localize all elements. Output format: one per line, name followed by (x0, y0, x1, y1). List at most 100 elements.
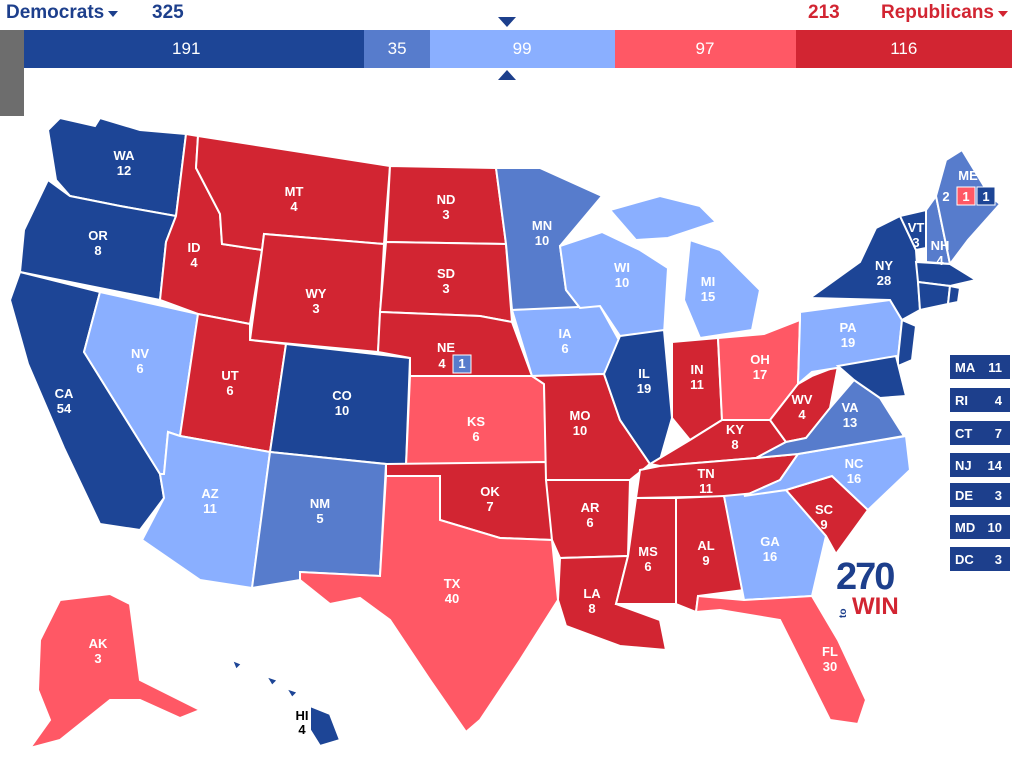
small-state-ev: 14 (987, 457, 1002, 473)
label-hi: HI (296, 708, 309, 723)
republicans-dropdown[interactable]: Republicans (881, 2, 1008, 24)
ev-nc: 16 (847, 471, 861, 486)
logo-to: to (838, 608, 849, 618)
ev-ny: 28 (877, 273, 891, 288)
side-handle[interactable] (0, 30, 24, 116)
label-nh: NH (931, 238, 950, 253)
label-or: OR (88, 228, 108, 243)
label-al: AL (697, 538, 714, 553)
ev-hi: 4 (298, 722, 306, 737)
label-oh: OH (750, 352, 770, 367)
bar-segment-safe-dem[interactable]: 191 (8, 30, 365, 68)
logo-number: 270 (836, 556, 895, 598)
label-la: LA (583, 586, 601, 601)
ne-district-box[interactable] (452, 354, 472, 374)
label-ak: AK (89, 636, 108, 651)
state-nj[interactable] (897, 318, 918, 368)
small-state-ri[interactable]: RI 4 (949, 387, 1011, 413)
label-ks: KS (467, 414, 485, 429)
label-pa: PA (839, 320, 857, 335)
small-state-ev: 4 (994, 392, 1002, 408)
state-ri[interactable] (946, 284, 962, 306)
small-state-name: DC (955, 551, 974, 567)
small-state-ma[interactable]: MA 11 (949, 354, 1011, 380)
ev-ms: 6 (644, 559, 651, 574)
small-state-name: MA (955, 359, 976, 375)
state-mi[interactable] (682, 238, 762, 340)
state-hi[interactable] (309, 704, 342, 748)
ev-ks: 6 (472, 429, 479, 444)
ev-me-right: 1 (982, 189, 989, 204)
state-ak[interactable] (27, 592, 203, 750)
label-nd: ND (437, 192, 456, 207)
ev-ky: 8 (731, 437, 738, 452)
label-nm: NM (310, 496, 330, 511)
label-ca: CA (55, 386, 74, 401)
state-ct[interactable] (916, 280, 952, 312)
label-co: CO (332, 388, 352, 403)
state-ms[interactable] (614, 497, 677, 605)
ev-ia: 6 (561, 341, 568, 356)
me-district-box-rep[interactable] (956, 186, 976, 206)
state-tx[interactable] (299, 475, 560, 734)
ev-wi: 10 (615, 275, 629, 290)
ev-wa: 12 (117, 163, 131, 178)
ev-mt: 4 (290, 199, 298, 214)
ev-ga: 16 (763, 549, 777, 564)
ev-ok: 7 (486, 499, 493, 514)
270-marker-top-icon (498, 17, 516, 27)
ev-tn: 11 (699, 481, 713, 496)
ev-or: 8 (94, 243, 101, 258)
270-marker-bottom-icon (498, 70, 516, 80)
label-in: IN (691, 362, 704, 377)
ev-ne-cd: 1 (458, 356, 465, 371)
label-ok: OK (480, 484, 500, 499)
republicans-total: 213 (808, 2, 840, 23)
ev-id: 4 (190, 255, 198, 270)
ev-mn: 10 (535, 233, 549, 248)
ev-ak: 3 (94, 651, 101, 666)
ev-me-left: 2 (942, 189, 949, 204)
me-district-box-dem[interactable] (976, 186, 996, 206)
small-state-ct[interactable]: CT 7 (949, 420, 1011, 446)
state-mi-upper[interactable] (608, 194, 718, 242)
label-sc: SC (815, 502, 834, 517)
label-wv: WV (792, 392, 813, 407)
bar-segment-lean-dem[interactable]: 99 (429, 30, 615, 68)
small-state-nj[interactable]: NJ 14 (949, 452, 1011, 478)
label-ky: KY (726, 422, 744, 437)
democrats-dropdown[interactable]: Democrats (6, 2, 119, 24)
ev-mo: 10 (573, 423, 587, 438)
state-wy[interactable] (248, 232, 386, 354)
ev-va: 13 (843, 415, 857, 430)
ev-wy: 3 (312, 301, 319, 316)
state-fl[interactable] (694, 594, 868, 726)
small-state-dc[interactable]: DC 3 (949, 546, 1011, 572)
small-state-ev: 3 (994, 487, 1002, 503)
small-state-de[interactable]: DE 3 (949, 482, 1011, 508)
label-ar: AR (581, 500, 600, 515)
label-id: ID (188, 240, 201, 255)
bar-segment-lean-rep[interactable]: 97 (614, 30, 796, 68)
small-state-md[interactable]: MD 10 (949, 514, 1011, 540)
small-state-name: RI (955, 392, 968, 408)
270towin-logo[interactable]: 270 to WIN (836, 558, 906, 622)
ev-in: 11 (690, 377, 704, 392)
label-mt: MT (285, 184, 304, 199)
state-md[interactable] (835, 354, 908, 400)
ev-il: 19 (637, 381, 651, 396)
ev-me-mid: 1 (962, 189, 969, 204)
small-state-ev: 7 (994, 425, 1002, 441)
ev-az: 11 (203, 501, 217, 516)
bar-segment-safe-rep[interactable]: 116 (795, 30, 1012, 68)
small-state-ev: 10 (987, 519, 1002, 535)
state-ma[interactable] (914, 260, 979, 288)
electoral-vote-bar: 191 35 99 97 116 (8, 30, 1012, 68)
ev-nd: 3 (442, 207, 449, 222)
small-state-name: NJ (955, 457, 972, 473)
state-hi-islands[interactable] (230, 658, 300, 700)
ev-pa: 19 (841, 335, 855, 350)
bar-segment-likely-dem[interactable]: 35 (364, 30, 430, 68)
label-wi: WI (614, 260, 630, 275)
